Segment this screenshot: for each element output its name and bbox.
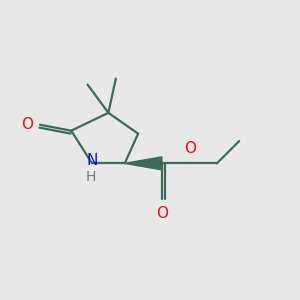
Text: O: O	[184, 141, 196, 156]
Text: N: N	[86, 154, 98, 169]
Text: O: O	[22, 117, 34, 132]
Polygon shape	[125, 157, 162, 170]
Text: O: O	[156, 206, 168, 220]
Text: H: H	[85, 170, 96, 184]
